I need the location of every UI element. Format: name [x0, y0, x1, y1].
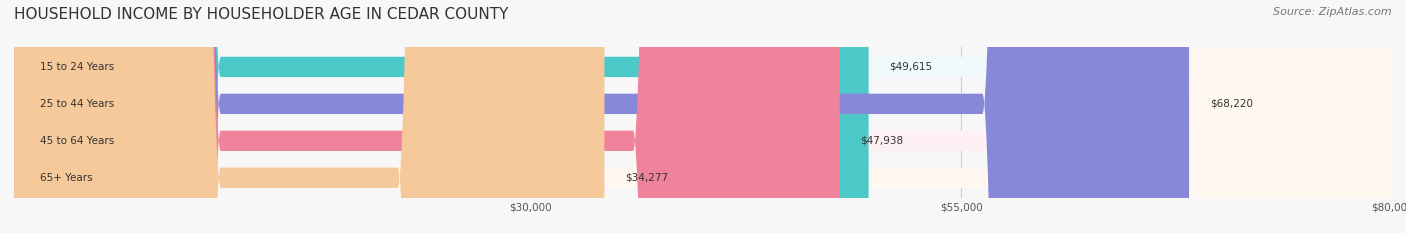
FancyBboxPatch shape	[14, 0, 1392, 233]
Text: $34,277: $34,277	[626, 173, 668, 183]
Text: 65+ Years: 65+ Years	[39, 173, 93, 183]
Text: 25 to 44 Years: 25 to 44 Years	[39, 99, 114, 109]
FancyBboxPatch shape	[14, 0, 1392, 233]
FancyBboxPatch shape	[14, 0, 869, 233]
FancyBboxPatch shape	[14, 0, 839, 233]
FancyBboxPatch shape	[14, 0, 1392, 233]
FancyBboxPatch shape	[14, 0, 605, 233]
Text: 45 to 64 Years: 45 to 64 Years	[39, 136, 114, 146]
Text: $47,938: $47,938	[860, 136, 904, 146]
Text: $49,615: $49,615	[889, 62, 932, 72]
Text: 15 to 24 Years: 15 to 24 Years	[39, 62, 114, 72]
Text: Source: ZipAtlas.com: Source: ZipAtlas.com	[1274, 7, 1392, 17]
FancyBboxPatch shape	[14, 0, 1189, 233]
Text: HOUSEHOLD INCOME BY HOUSEHOLDER AGE IN CEDAR COUNTY: HOUSEHOLD INCOME BY HOUSEHOLDER AGE IN C…	[14, 7, 509, 22]
Text: $68,220: $68,220	[1209, 99, 1253, 109]
FancyBboxPatch shape	[14, 0, 1392, 233]
